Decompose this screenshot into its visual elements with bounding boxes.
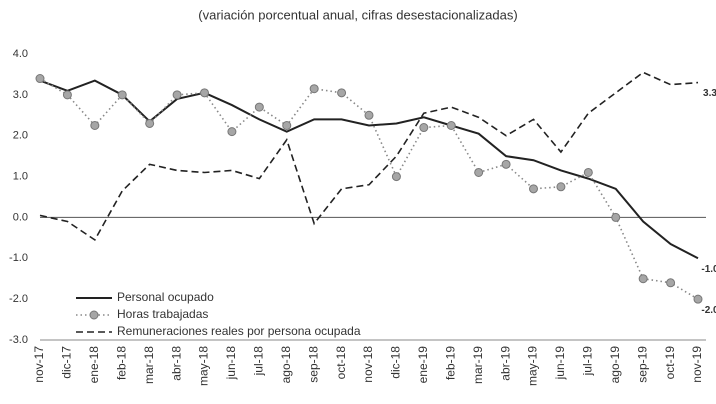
point-marker bbox=[611, 212, 621, 222]
data-label: -2.0 bbox=[701, 305, 716, 316]
point-marker bbox=[35, 74, 45, 84]
x-tick-label: jun-19 bbox=[553, 346, 567, 381]
y-tick-label: 1.0 bbox=[13, 170, 28, 182]
point-marker bbox=[474, 167, 484, 177]
x-tick-label: mar-19 bbox=[471, 346, 485, 384]
point-marker bbox=[309, 84, 319, 94]
point-marker bbox=[693, 294, 703, 304]
x-tick-label: nov-19 bbox=[690, 346, 704, 383]
y-tick-label: 0.0 bbox=[13, 211, 28, 223]
point-marker bbox=[172, 90, 182, 100]
point-marker bbox=[529, 184, 538, 194]
x-tick-label: jul-18 bbox=[252, 346, 266, 377]
x-tick-label: may-18 bbox=[197, 346, 211, 386]
point-marker bbox=[254, 102, 264, 112]
x-tick-label: dic-18 bbox=[389, 346, 403, 379]
point-marker bbox=[227, 127, 237, 137]
point-marker bbox=[337, 88, 347, 98]
x-tick-label: dic-17 bbox=[60, 346, 74, 379]
y-tick-label: -3.0 bbox=[9, 334, 28, 346]
x-tick-label: ago-18 bbox=[279, 346, 293, 384]
point-marker bbox=[117, 90, 127, 100]
legend-label: Horas trabajadas bbox=[117, 307, 208, 321]
x-tick-label: nov-17 bbox=[32, 346, 46, 383]
x-tick-label: nov-18 bbox=[361, 346, 375, 383]
point-marker bbox=[282, 121, 292, 130]
point-marker bbox=[556, 182, 566, 192]
x-tick-label: ene-19 bbox=[416, 346, 430, 384]
x-tick-label: abr-18 bbox=[169, 346, 183, 381]
y-tick-label: 4.0 bbox=[13, 48, 28, 60]
y-tick-label: 2.0 bbox=[13, 130, 28, 142]
y-tick-label: -1.0 bbox=[9, 252, 28, 264]
x-tick-label: sep-19 bbox=[635, 346, 649, 383]
point-marker bbox=[666, 278, 676, 288]
data-label: 3.3 bbox=[703, 88, 716, 99]
point-marker bbox=[200, 88, 209, 98]
point-marker bbox=[446, 121, 456, 130]
x-tick-label: oct-18 bbox=[334, 346, 348, 380]
legend-label: Remuneraciones reales por persona ocupad… bbox=[117, 324, 361, 338]
point-marker bbox=[90, 121, 100, 130]
x-tick-label: ago-19 bbox=[608, 346, 622, 384]
x-tick-label: ene-18 bbox=[87, 346, 101, 384]
y-tick-label: 3.0 bbox=[13, 89, 28, 101]
x-tick-label: sep-18 bbox=[306, 346, 320, 383]
x-tick-label: abr-19 bbox=[498, 346, 512, 381]
x-tick-label: jun-18 bbox=[224, 346, 238, 381]
x-tick-label: feb-18 bbox=[114, 346, 128, 380]
point-marker bbox=[62, 90, 72, 100]
point-marker bbox=[501, 159, 511, 169]
x-tick-label: feb-19 bbox=[443, 346, 457, 380]
x-tick-label: oct-19 bbox=[663, 346, 677, 380]
point-marker bbox=[638, 274, 648, 284]
point-marker bbox=[145, 118, 155, 128]
legend-label: Personal ocupado bbox=[117, 290, 214, 304]
data-label: -1.0 bbox=[701, 264, 716, 275]
point-marker bbox=[419, 123, 429, 133]
x-tick-label: may-19 bbox=[526, 346, 540, 386]
series-line bbox=[39, 71, 699, 242]
legend-marker bbox=[89, 310, 99, 320]
point-marker bbox=[583, 167, 593, 177]
x-tick-label: mar-18 bbox=[142, 346, 156, 384]
point-marker bbox=[364, 110, 374, 120]
x-tick-label: jul-19 bbox=[581, 346, 595, 377]
point-marker bbox=[391, 172, 401, 182]
series-line bbox=[39, 79, 699, 260]
chart-title: (variación porcentual anual, cifras dese… bbox=[198, 7, 517, 22]
y-tick-label: -2.0 bbox=[9, 293, 28, 305]
